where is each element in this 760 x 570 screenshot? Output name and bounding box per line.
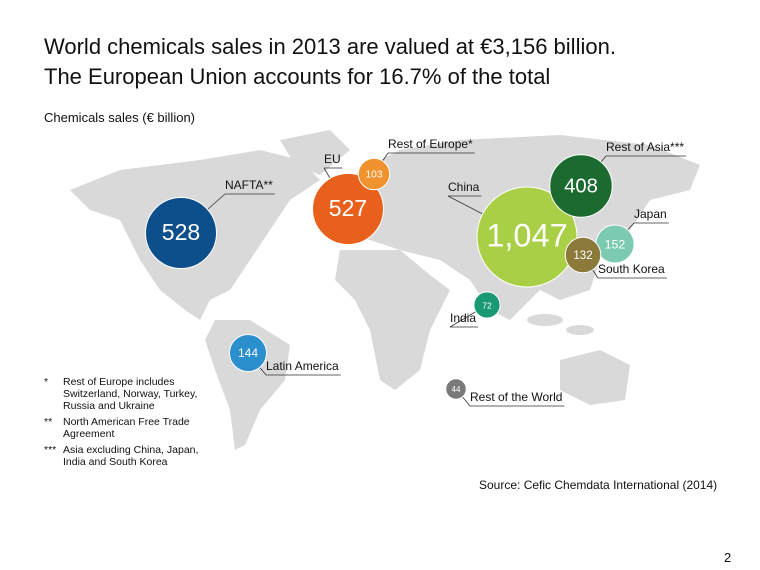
footnote-text: Asia excluding China, Japan, India and S… — [63, 444, 199, 468]
bubble — [357, 157, 391, 191]
footnote: ** North American Free Trade Agreement — [44, 416, 213, 440]
value-label: 1,047 — [486, 218, 567, 254]
title-line: The European Union accounts for 16.7% of… — [44, 64, 551, 89]
footnote-marker: *** — [44, 444, 57, 456]
region-label: NAFTA** — [225, 178, 273, 192]
value-label: 44 — [452, 385, 461, 394]
region-label: India — [450, 311, 476, 325]
title-line: World chemicals sales in 2013 are valued… — [44, 34, 616, 59]
footnote: *** Asia excluding China, Japan, India an… — [44, 444, 213, 468]
value-label: 408 — [564, 175, 598, 197]
bubble — [476, 186, 578, 288]
value-label: 527 — [329, 195, 367, 221]
region-label: Rest of Asia*** — [606, 140, 684, 154]
footnote-text: Rest of Europe includes Switzerland, Nor… — [63, 376, 198, 412]
region-label: Rest of Europe* — [388, 137, 473, 151]
bubble — [144, 196, 218, 270]
page-number: 2 — [724, 550, 732, 565]
bubble — [228, 333, 268, 373]
value-label: 144 — [238, 346, 258, 360]
region-label: EU — [324, 152, 341, 166]
region-label: Latin America — [266, 359, 339, 373]
footnote-marker: ** — [44, 416, 53, 428]
region-label: South Korea — [598, 262, 665, 276]
subtitle: Chemicals sales (€ billion) — [44, 110, 195, 125]
value-label: 132 — [573, 250, 592, 262]
footnote-text: North American Free Trade Agreement — [63, 416, 190, 440]
value-label: 528 — [162, 219, 200, 245]
footnotes: * Rest of Europe includes Switzerland, No… — [44, 376, 213, 472]
region-label: Japan — [634, 207, 667, 221]
title: World chemicals sales in 2013 are valued… — [44, 32, 616, 92]
bubble — [312, 173, 384, 245]
value-label: 152 — [605, 237, 626, 251]
region-label: China — [448, 180, 480, 194]
value-label: 72 — [482, 300, 492, 310]
bubble — [473, 291, 501, 319]
value-label: 103 — [366, 170, 383, 181]
bubble — [445, 378, 467, 400]
footnote-marker: * — [44, 376, 49, 388]
bubble — [549, 154, 613, 218]
source: Source: Cefic Chemdata International (20… — [479, 478, 718, 492]
footnote: * Rest of Europe includes Switzerland, No… — [44, 376, 213, 412]
region-label: Rest of the World — [470, 390, 562, 404]
bubble — [564, 236, 602, 274]
